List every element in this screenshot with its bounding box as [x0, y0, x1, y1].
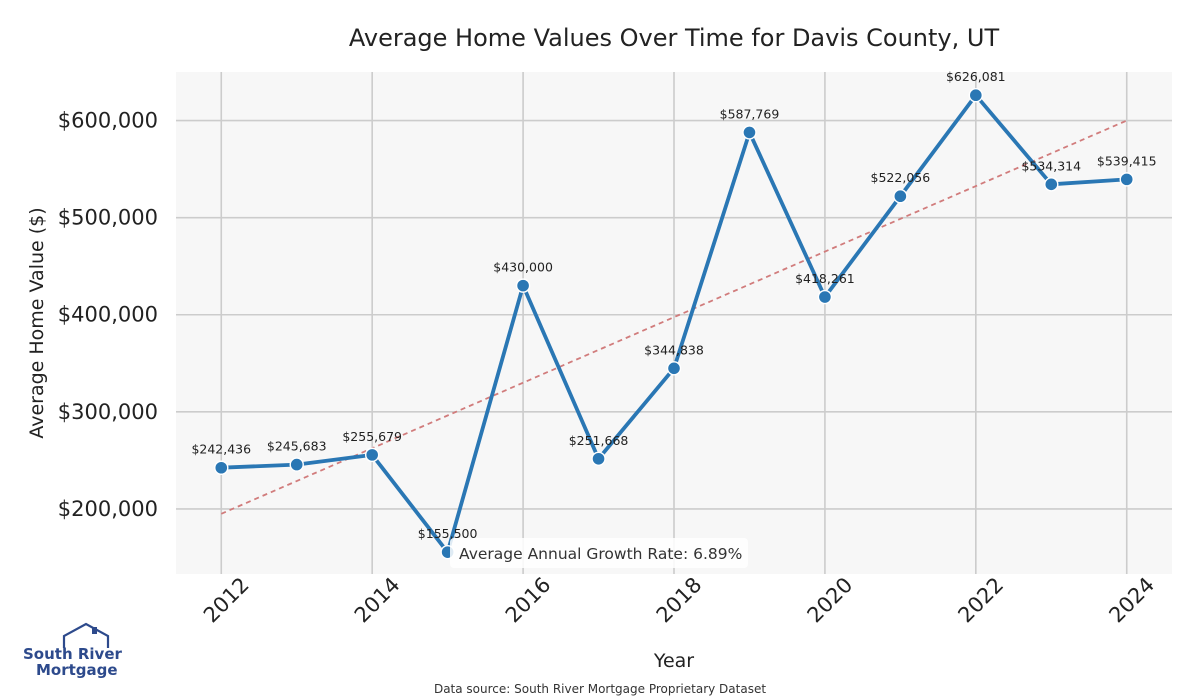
x-tick-label: 2012: [199, 573, 254, 628]
data-label: $251,668: [569, 433, 629, 448]
grid: [176, 72, 1172, 574]
data-label: $522,056: [871, 170, 931, 185]
x-axis-ticks: 2012 2014 2016 2018 2020 2022 2024: [199, 573, 1159, 628]
y-axis-title: Average Home Value ($): [26, 207, 48, 438]
data-point: [515, 278, 531, 293]
chimney-icon: [92, 627, 97, 634]
data-label: $534,314: [1021, 158, 1081, 173]
data-labels: $242,436 $245,683 $255,679 $155,500 $430,000…: [191, 69, 1156, 541]
x-tick-label: 2016: [501, 573, 556, 628]
data-point: [1119, 172, 1134, 187]
data-points: [214, 88, 1134, 560]
data-label: $626,081: [946, 69, 1006, 84]
y-axis-ticks: $200,000 $300,000 $400,000 $500,000 $600,000: [58, 109, 158, 521]
y-tick-label: $300,000: [58, 400, 158, 424]
data-label: $344,838: [644, 342, 704, 357]
logo-line-2: Mortgage: [36, 661, 118, 679]
data-label: $418,261: [795, 271, 855, 286]
y-tick-label: $600,000: [58, 109, 158, 133]
data-label: $255,679: [342, 429, 402, 444]
data-label: $155,500: [418, 526, 478, 541]
data-point: [817, 289, 833, 305]
x-tick-label: 2024: [1104, 573, 1159, 628]
logo: South River Mortgage: [23, 622, 123, 679]
x-axis-title: Year: [653, 650, 694, 672]
data-label: $242,436: [191, 442, 251, 457]
y-tick-label: $200,000: [58, 497, 158, 521]
data-label: $587,769: [720, 106, 780, 121]
data-point: [214, 460, 229, 475]
growth-annotation: Average Annual Growth Rate: 6.89%: [450, 538, 748, 568]
x-tick-label: 2014: [350, 573, 405, 628]
data-label: $539,415: [1097, 153, 1157, 168]
data-point: [1044, 177, 1059, 192]
chart-title: Average Home Values Over Time for Davis …: [349, 24, 1000, 52]
data-point: [591, 451, 606, 466]
data-point: [364, 447, 380, 463]
growth-annotation-text: Average Annual Growth Rate: 6.89%: [459, 545, 742, 563]
x-tick-label: 2022: [953, 573, 1008, 628]
data-point: [742, 125, 757, 140]
data-point: [666, 361, 682, 376]
data-point: [968, 88, 984, 103]
y-tick-label: $500,000: [58, 206, 158, 230]
data-label: $245,683: [267, 439, 327, 454]
x-tick-label: 2018: [652, 573, 707, 628]
data-point: [289, 457, 304, 472]
y-tick-label: $400,000: [58, 303, 158, 327]
data-source-note: Data source: South River Mortgage Propri…: [434, 682, 766, 696]
house-roof-icon: [62, 622, 110, 648]
data-point: [893, 189, 908, 204]
logo-line-1: South River: [23, 645, 123, 663]
data-label: $430,000: [493, 260, 553, 275]
x-tick-label: 2020: [803, 573, 858, 628]
